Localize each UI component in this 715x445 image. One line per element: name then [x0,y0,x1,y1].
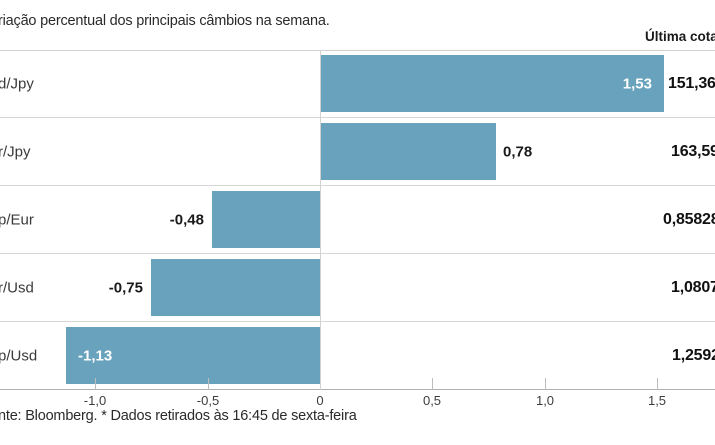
table-row-usd-jpy: d/Jpy 1,53 151,36 [0,50,715,118]
pair-label: d/Jpy [0,75,34,92]
chart-title: riação percentual dos principais câmbios… [0,13,330,29]
change-value: -0,48 [169,211,204,228]
last-quote-value: 151,36 [668,74,715,92]
pair-label: r/Usd [0,279,34,296]
table-row-eur-jpy: r/Jpy 0,78 163,59 [0,118,715,186]
change-bar [320,55,664,112]
x-axis-tick-label: -1,0 [83,393,107,408]
last-quote-value: 1,2592 [672,346,715,364]
x-axis-tick [657,378,658,390]
x-axis-tick [208,378,209,390]
pair-label: p/Eur [0,211,34,228]
last-quote-value: 0,85828 [663,210,715,228]
last-quote-value: 1,0807 [671,278,715,296]
last-quote-column-header: Última cotaç [645,29,715,44]
change-value: -1,13 [78,347,113,364]
change-bar [212,191,320,248]
x-axis-tick [95,378,96,390]
table-row-gbp-usd: p/Usd -1,13 1,2592 [0,322,715,390]
pair-label: p/Usd [0,347,38,364]
x-axis-tick-label: 0 [316,393,324,408]
change-bar [66,327,320,384]
x-axis-tick-label: -0,5 [196,393,220,408]
x-axis-tick-label: 1,5 [647,393,667,408]
last-quote-value: 163,59 [671,142,715,160]
pair-label: r/Jpy [0,143,31,160]
change-value: 1,53 [622,75,652,92]
change-bar [320,123,496,180]
source-note: nte: Bloomberg. * Dados retirados às 16:… [0,408,357,424]
table-row-gbp-eur: p/Eur -0,48 0,85828 [0,186,715,254]
x-axis-tick [545,378,546,390]
x-axis-tick-label: 1,0 [535,393,555,408]
change-value: 0,78 [503,143,533,160]
chart-top-border [0,50,715,51]
zero-axis-line [320,50,321,390]
x-axis-tick-label: 0,5 [422,393,442,408]
change-value: -0,75 [108,279,143,296]
x-axis-tick [432,378,433,390]
change-bar [151,259,320,316]
table-row-eur-usd: r/Usd -0,75 1,0807 [0,254,715,322]
